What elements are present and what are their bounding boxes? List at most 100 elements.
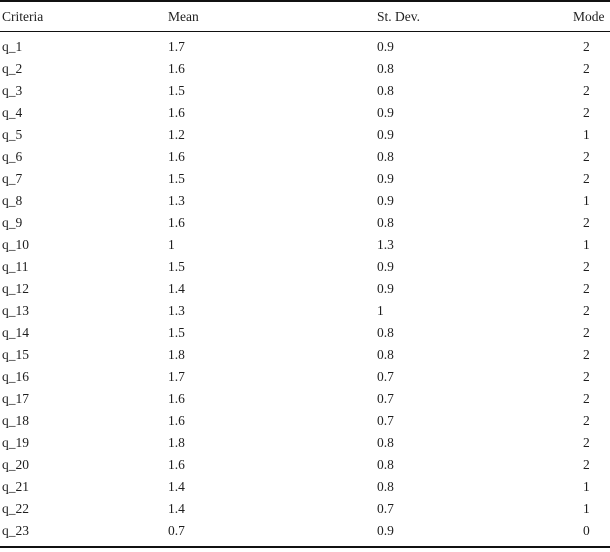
cell-mode: 2 xyxy=(583,303,590,318)
table-row: q_3 1.5 0.8 2 xyxy=(0,80,610,102)
cell-mode: 1 xyxy=(583,193,590,208)
cell-st-dev: 0.8 xyxy=(377,347,394,362)
cell-criteria: q_18 xyxy=(2,413,29,428)
cell-criteria: q_9 xyxy=(2,215,23,230)
cell-criteria: q_20 xyxy=(2,457,29,472)
cell-st-dev: 1.3 xyxy=(377,237,394,252)
cell-mean: 1.6 xyxy=(168,105,185,120)
table-row: q_22 1.4 0.7 1 xyxy=(0,498,610,520)
cell-st-dev: 0.8 xyxy=(377,83,394,98)
cell-mean: 1.5 xyxy=(168,259,185,274)
cell-criteria: q_13 xyxy=(2,303,29,318)
cell-mean: 1.6 xyxy=(168,391,185,406)
cell-mean: 1.6 xyxy=(168,413,185,428)
cell-mode: 1 xyxy=(583,501,590,516)
cell-mean: 1.5 xyxy=(168,83,185,98)
cell-mean: 1.7 xyxy=(168,369,185,384)
cell-criteria: q_8 xyxy=(2,193,23,208)
table-body: q_1 1.7 0.9 2 q_2 1.6 0.8 2 q_3 1.5 0.8 2 q_4 1.6 0.9 2… xyxy=(0,32,610,548)
cell-criteria: q_1 xyxy=(2,39,23,54)
cell-mode: 2 xyxy=(583,149,590,164)
table-row: q_7 1.5 0.9 2 xyxy=(0,168,610,190)
cell-mean: 1.3 xyxy=(168,303,185,318)
cell-mode: 2 xyxy=(583,457,590,472)
column-header-mean: Mean xyxy=(168,1,377,32)
column-header-mode: Mode xyxy=(573,1,610,32)
cell-mode: 2 xyxy=(583,391,590,406)
cell-st-dev: 0.8 xyxy=(377,149,394,164)
cell-criteria: q_21 xyxy=(2,479,29,494)
cell-mean: 1.6 xyxy=(168,61,185,76)
cell-st-dev: 1 xyxy=(377,303,384,318)
table-row: q_11 1.5 0.9 2 xyxy=(0,256,610,278)
table-row: q_6 1.6 0.8 2 xyxy=(0,146,610,168)
table-row: q_19 1.8 0.8 2 xyxy=(0,432,610,454)
column-header-criteria: Criteria xyxy=(0,1,168,32)
table-row: q_5 1.2 0.9 1 xyxy=(0,124,610,146)
cell-mode: 2 xyxy=(583,105,590,120)
table-row: q_14 1.5 0.8 2 xyxy=(0,322,610,344)
cell-mode: 1 xyxy=(583,237,590,252)
cell-mode: 2 xyxy=(583,435,590,450)
table-header: Criteria Mean St. Dev. Mode xyxy=(0,1,610,32)
table-row: q_16 1.7 0.7 2 xyxy=(0,366,610,388)
table-row: q_20 1.6 0.8 2 xyxy=(0,454,610,476)
table-row: q_23 0.7 0.9 0 xyxy=(0,520,610,547)
table-row: q_13 1.3 1 2 xyxy=(0,300,610,322)
cell-st-dev: 0.8 xyxy=(377,435,394,450)
cell-criteria: q_15 xyxy=(2,347,29,362)
cell-mode: 2 xyxy=(583,369,590,384)
cell-mode: 1 xyxy=(583,127,590,142)
cell-mode: 2 xyxy=(583,215,590,230)
cell-mean: 1.4 xyxy=(168,479,185,494)
table-row: q_12 1.4 0.9 2 xyxy=(0,278,610,300)
cell-criteria: q_14 xyxy=(2,325,29,340)
cell-mean: 1.4 xyxy=(168,281,185,296)
table-row: q_21 1.4 0.8 1 xyxy=(0,476,610,498)
cell-st-dev: 0.7 xyxy=(377,369,394,384)
cell-criteria: q_10 xyxy=(2,237,29,252)
cell-st-dev: 0.9 xyxy=(377,281,394,296)
cell-mode: 2 xyxy=(583,39,590,54)
cell-st-dev: 0.9 xyxy=(377,39,394,54)
cell-criteria: q_5 xyxy=(2,127,23,142)
cell-criteria: q_7 xyxy=(2,171,23,186)
cell-criteria: q_6 xyxy=(2,149,23,164)
cell-st-dev: 0.9 xyxy=(377,105,394,120)
cell-st-dev: 0.7 xyxy=(377,501,394,516)
cell-mean: 1.4 xyxy=(168,501,185,516)
cell-st-dev: 0.8 xyxy=(377,479,394,494)
cell-criteria: q_11 xyxy=(2,259,29,274)
cell-criteria: q_19 xyxy=(2,435,29,450)
table-row: q_9 1.6 0.8 2 xyxy=(0,212,610,234)
cell-mean: 1 xyxy=(168,237,175,252)
cell-criteria: q_12 xyxy=(2,281,29,296)
table-row: q_10 1 1.3 1 xyxy=(0,234,610,256)
cell-criteria: q_4 xyxy=(2,105,23,120)
cell-criteria: q_16 xyxy=(2,369,29,384)
cell-st-dev: 0.8 xyxy=(377,325,394,340)
cell-st-dev: 0.9 xyxy=(377,127,394,142)
cell-st-dev: 0.7 xyxy=(377,413,394,428)
cell-st-dev: 0.9 xyxy=(377,523,394,538)
cell-st-dev: 0.7 xyxy=(377,391,394,406)
cell-mean: 1.6 xyxy=(168,457,185,472)
table-row: q_15 1.8 0.8 2 xyxy=(0,344,610,366)
cell-mode: 0 xyxy=(583,523,590,538)
cell-mode: 2 xyxy=(583,325,590,340)
cell-mode: 2 xyxy=(583,413,590,428)
cell-mean: 0.7 xyxy=(168,523,185,538)
cell-st-dev: 0.8 xyxy=(377,457,394,472)
cell-mean: 1.8 xyxy=(168,347,185,362)
column-header-st-dev: St. Dev. xyxy=(377,1,573,32)
cell-mode: 2 xyxy=(583,61,590,76)
cell-mode: 2 xyxy=(583,259,590,274)
table-row: q_18 1.6 0.7 2 xyxy=(0,410,610,432)
cell-mode: 2 xyxy=(583,171,590,186)
cell-mean: 1.6 xyxy=(168,149,185,164)
cell-mean: 1.6 xyxy=(168,215,185,230)
cell-mean: 1.5 xyxy=(168,171,185,186)
cell-mean: 1.5 xyxy=(168,325,185,340)
cell-st-dev: 0.9 xyxy=(377,171,394,186)
